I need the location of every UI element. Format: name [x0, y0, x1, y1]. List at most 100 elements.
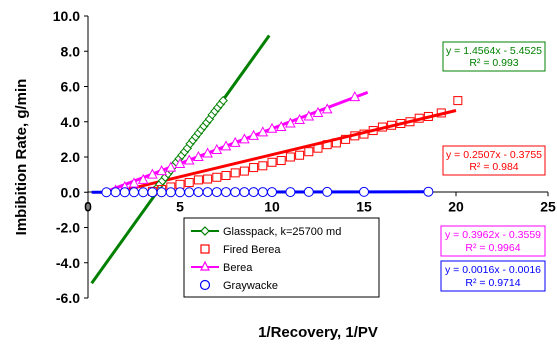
equation-frame-graywacke [440, 260, 546, 292]
y-tick-label: -4.0 [56, 255, 80, 271]
data-point-graywacke [101, 187, 112, 198]
data-point-graywacke [322, 186, 333, 197]
data-point-graywacke [267, 187, 277, 198]
data-point-berea [239, 133, 250, 144]
data-point-fired-berea [368, 126, 378, 136]
data-point-fired-berea [276, 156, 286, 166]
data-point-fired-berea [405, 117, 415, 127]
data-point-berea [156, 165, 167, 176]
data-point-fired-berea [285, 152, 295, 162]
x-tick-label: 5 [176, 198, 184, 214]
data-point-berea [193, 150, 204, 161]
data-point-fired-berea [423, 111, 433, 121]
y-tick-label: -2.0 [56, 220, 80, 236]
legend-label-berea: Berea [223, 262, 253, 274]
y-tick-label: 0.0 [61, 184, 81, 200]
data-point-fired-berea [341, 134, 351, 144]
equation-frame-berea [440, 225, 546, 257]
data-point-fired-berea [221, 171, 231, 181]
legend-label-glasspack: Glasspack, k=25700 md [223, 226, 341, 238]
legend-entry-glasspack: Glasspack, k=25700 md [191, 226, 341, 238]
data-point-berea [294, 113, 305, 124]
equation-box-fired-berea: y = 0.2507x - 0.3755 R² = 0.984 [442, 145, 546, 176]
x-tick-label: 20 [448, 198, 464, 214]
data-point-graywacke [285, 187, 296, 198]
data-point-fired-berea [258, 161, 268, 171]
data-point-glasspack-k-25700-md [218, 95, 228, 106]
data-point-fired-berea [396, 119, 406, 129]
data-point-fired-berea [193, 175, 203, 185]
data-point-fired-berea [304, 147, 314, 157]
data-point-berea [229, 136, 241, 147]
r-squared-berea: R² = 0.9964 [465, 242, 520, 254]
data-point-berea [266, 122, 278, 133]
equation-box-berea: y = 0.3962x - 0.3559 R² = 0.9964 [440, 225, 546, 257]
x-tick-label: 0 [84, 198, 92, 214]
data-point-graywacke [202, 187, 213, 198]
data-point-fired-berea [212, 172, 222, 182]
data-point-berea [211, 143, 223, 154]
data-point-fired-berea [436, 108, 446, 118]
data-point-graywacke [119, 187, 130, 198]
data-point-graywacke [423, 186, 434, 197]
x-tick-label: 25 [540, 198, 556, 214]
data-point-fired-berea [359, 129, 369, 139]
data-point-graywacke [175, 187, 185, 198]
data-point-graywacke [165, 187, 176, 198]
data-point-graywacke [147, 187, 158, 198]
data-point-fired-berea [239, 166, 249, 176]
equation-berea: y = 0.3962x - 0.3559 [445, 229, 541, 241]
data-point-berea [220, 140, 232, 151]
y-tick-label: 6.0 [61, 79, 81, 95]
equation-graywacke: y = 0.0016x - 0.0016 [445, 264, 541, 276]
y-axis-title: Imbibition Rate, g/min [13, 79, 30, 236]
data-point-berea [183, 154, 195, 165]
data-point-berea [312, 106, 324, 117]
data-point-berea [202, 147, 213, 158]
data-point-fired-berea [295, 150, 305, 160]
data-markers [101, 91, 463, 198]
diamond-marker-icon [200, 226, 210, 236]
data-point-fired-berea [267, 157, 277, 167]
data-point-berea [321, 103, 333, 114]
data-point-fired-berea [453, 96, 463, 106]
x-tick-label: 10 [264, 198, 280, 214]
equation-fired-berea: y = 0.2507x - 0.3755 [446, 149, 542, 161]
equation-glasspack: y = 1.4564x - 5.4525 [446, 45, 542, 57]
data-point-berea [248, 129, 259, 140]
x-tick-label: 15 [356, 198, 372, 214]
data-point-fired-berea [313, 143, 323, 153]
equation-box-graywacke: y = 0.0016x - 0.0016 R² = 0.9714 [440, 260, 546, 292]
legend: Glasspack, k=25700 md Fired Berea Berea … [183, 217, 380, 298]
data-point-berea [303, 110, 315, 121]
data-point-fired-berea [184, 178, 194, 188]
data-point-berea [174, 157, 186, 169]
x-axis-title: 1/Recovery, 1/PV [258, 324, 378, 341]
legend-entry-fired-berea: Fired Berea [200, 244, 281, 256]
data-point-berea [285, 117, 296, 128]
data-point-fired-berea [230, 168, 240, 178]
legend-label-fired-berea: Fired Berea [223, 244, 281, 256]
triangle-marker-icon [200, 260, 210, 271]
data-point-berea [257, 126, 269, 137]
data-point-berea [349, 91, 361, 102]
data-point-graywacke [138, 187, 149, 198]
data-point-graywacke [156, 187, 167, 198]
data-point-berea [147, 168, 158, 179]
data-point-fired-berea [249, 163, 259, 173]
legend-entry-graywacke: Graywacke [199, 279, 278, 292]
data-point-graywacke [129, 187, 139, 198]
trendline-fired-berea [124, 109, 457, 192]
data-point-fired-berea [350, 131, 360, 141]
y-tick-label: 8.0 [61, 43, 81, 59]
equation-box-glasspack: y = 1.4564x - 5.4525 R² = 0.993 [442, 41, 546, 72]
r-squared-graywacke: R² = 0.9714 [465, 277, 520, 289]
data-point-graywacke [221, 187, 231, 198]
data-point-fired-berea [322, 140, 332, 150]
data-point-graywacke [211, 187, 222, 198]
equation-frame-fired-berea [442, 145, 546, 176]
y-tick-label: 10.0 [53, 8, 80, 24]
legend-entry-berea: Berea [191, 260, 253, 274]
equation-frame-glasspack [442, 41, 546, 72]
